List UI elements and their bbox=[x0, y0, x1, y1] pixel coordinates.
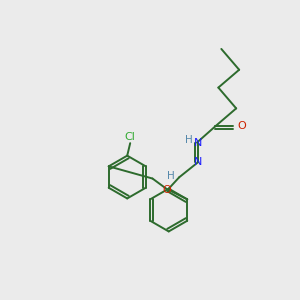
Text: Cl: Cl bbox=[125, 132, 136, 142]
Text: O: O bbox=[238, 121, 247, 131]
Text: N: N bbox=[194, 157, 202, 167]
Text: N: N bbox=[194, 138, 202, 148]
Text: O: O bbox=[162, 184, 171, 194]
Text: H: H bbox=[167, 171, 175, 181]
Text: H: H bbox=[185, 135, 193, 145]
